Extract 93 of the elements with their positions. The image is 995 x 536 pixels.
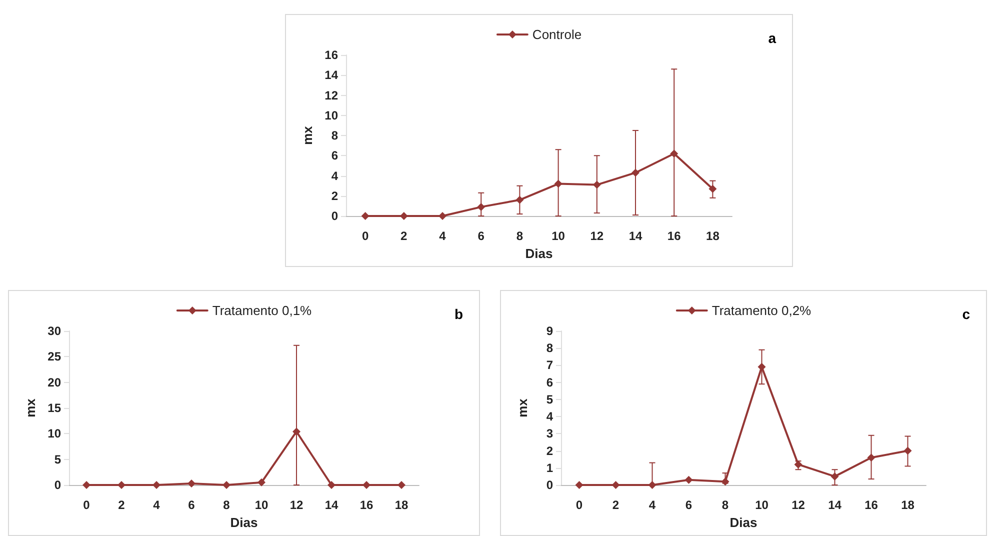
point bbox=[612, 481, 620, 489]
point bbox=[398, 481, 406, 489]
y-tick-label: 8 bbox=[331, 128, 338, 142]
x-tick-label: 0 bbox=[576, 498, 583, 512]
x-tick-label: 2 bbox=[612, 498, 620, 512]
y-tick-label: 0 bbox=[331, 209, 338, 223]
point bbox=[292, 428, 300, 436]
point bbox=[575, 481, 584, 489]
point bbox=[188, 479, 196, 488]
x-tick-label: 10 bbox=[755, 498, 769, 512]
y-tick-label: 7 bbox=[546, 358, 554, 372]
point bbox=[632, 168, 640, 177]
y-tick-label: 10 bbox=[48, 426, 62, 441]
y-tick-label: 5 bbox=[54, 452, 62, 466]
x-tick-label: 8 bbox=[516, 229, 524, 243]
point bbox=[516, 196, 524, 204]
y-tick-label: 8 bbox=[546, 341, 554, 356]
y-tick-label: 14 bbox=[324, 68, 338, 82]
x-tick-label: 12 bbox=[590, 229, 604, 243]
x-tick-label: 18 bbox=[901, 498, 915, 512]
x-tick-label: 16 bbox=[360, 498, 374, 512]
x-tick-label: 18 bbox=[706, 229, 720, 243]
x-tick-label: 6 bbox=[478, 229, 485, 243]
x-tick-label: 0 bbox=[362, 229, 369, 243]
text: b bbox=[454, 306, 464, 322]
x-tick-label: 14 bbox=[628, 229, 642, 243]
point bbox=[708, 184, 717, 193]
y-tick-label: 6 bbox=[546, 375, 554, 390]
point bbox=[648, 481, 656, 489]
y-axis-title: mx bbox=[22, 398, 38, 418]
point bbox=[477, 202, 486, 211]
point bbox=[362, 481, 370, 489]
y-tick-label: 9 bbox=[546, 324, 554, 338]
y-axis-title: mx bbox=[300, 125, 315, 145]
y-tick-label: 3 bbox=[546, 426, 554, 441]
point bbox=[328, 481, 336, 489]
legend-label: Controle bbox=[532, 27, 582, 42]
x-tick-label: 4 bbox=[439, 229, 446, 243]
legend-label: Tratamento 0,1% bbox=[212, 303, 312, 318]
point bbox=[684, 476, 693, 484]
x-tick-label: 8 bbox=[722, 498, 729, 512]
y-tick-label: 2 bbox=[546, 444, 554, 458]
x-tick-label: 16 bbox=[667, 229, 682, 243]
x-tick-label: 2 bbox=[118, 498, 126, 512]
y-tick-label: 30 bbox=[48, 324, 62, 338]
y-tick-label: 16 bbox=[324, 48, 338, 62]
point bbox=[438, 212, 446, 220]
x-tick-label: 8 bbox=[223, 498, 230, 512]
y-tick-label: 4 bbox=[331, 168, 338, 183]
y-tick-label: 0 bbox=[546, 478, 554, 492]
point bbox=[152, 481, 160, 489]
point bbox=[118, 481, 126, 489]
x-tick-label: 6 bbox=[685, 498, 692, 512]
text: a bbox=[768, 30, 776, 46]
legend-label: Tratamento 0,2% bbox=[712, 303, 812, 318]
y-tick-label: 2 bbox=[331, 188, 338, 203]
y-tick-label: 15 bbox=[48, 401, 62, 415]
y-tick-label: 12 bbox=[324, 88, 338, 102]
x-tick-label: 4 bbox=[153, 498, 160, 512]
point bbox=[361, 212, 370, 220]
y-axis-title: mx bbox=[515, 398, 530, 418]
point bbox=[592, 180, 601, 189]
point bbox=[867, 454, 876, 462]
y-tick-label: 10 bbox=[324, 108, 338, 122]
point bbox=[82, 481, 90, 489]
x-tick-label: 4 bbox=[648, 498, 656, 512]
y-tick-label: 25 bbox=[48, 350, 62, 364]
x-axis-title: Dias bbox=[230, 514, 258, 530]
y-tick-label: 5 bbox=[546, 392, 554, 406]
x-tick-label: 18 bbox=[394, 498, 408, 512]
point bbox=[794, 460, 802, 468]
x-axis-title: Dias bbox=[525, 246, 553, 261]
y-tick-label: 1 bbox=[546, 460, 554, 475]
point bbox=[222, 481, 230, 489]
x-tick-label: 0 bbox=[83, 498, 90, 512]
point bbox=[258, 478, 266, 486]
y-tick-label: 20 bbox=[48, 375, 62, 390]
x-tick-label: 12 bbox=[792, 498, 806, 512]
x-tick-label: 2 bbox=[400, 229, 408, 243]
x-tick-label: 14 bbox=[828, 498, 842, 512]
y-tick-label: 6 bbox=[331, 148, 338, 163]
x-axis-title: Dias bbox=[730, 514, 758, 530]
point bbox=[554, 180, 562, 188]
point bbox=[830, 472, 839, 480]
text: c bbox=[962, 306, 970, 322]
y-tick-label: 4 bbox=[546, 410, 554, 424]
point bbox=[670, 150, 678, 158]
x-tick-label: 10 bbox=[254, 498, 268, 512]
x-tick-label: 16 bbox=[864, 498, 878, 512]
point bbox=[904, 446, 912, 455]
x-tick-label: 6 bbox=[188, 498, 196, 512]
x-tick-label: 12 bbox=[290, 498, 304, 512]
y-tick-label: 0 bbox=[54, 478, 62, 492]
